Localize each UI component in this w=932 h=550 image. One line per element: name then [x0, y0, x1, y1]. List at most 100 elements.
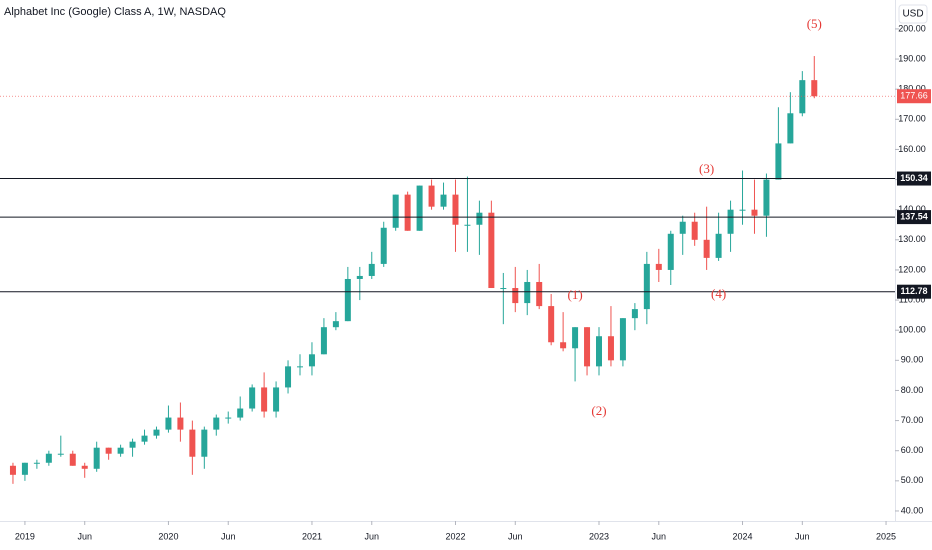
- candle-body: [57, 453, 64, 455]
- candle-body: [404, 194, 411, 231]
- candle-body: [93, 447, 100, 469]
- candle-body: [763, 179, 770, 216]
- candle-body: [213, 417, 220, 430]
- candle-body: [177, 417, 184, 430]
- candle-body: [392, 194, 399, 228]
- chart-title: Alphabet Inc (Google) Class A, 1W, NASDA…: [4, 6, 226, 18]
- candle-body: [225, 417, 232, 419]
- currency[interactable]: USD: [902, 9, 923, 20]
- y-tick-label: 170.00: [898, 114, 926, 124]
- candle-body: [273, 387, 280, 412]
- candle-body: [81, 465, 88, 469]
- x-tick-label: Jun: [795, 531, 810, 541]
- x-tick-label: 2024: [733, 531, 753, 541]
- candle-body: [715, 233, 722, 258]
- wave-label: (5): [807, 16, 822, 31]
- currency-box[interactable]: [898, 4, 928, 24]
- candle-body: [464, 224, 471, 226]
- y-tick-label: 90.00: [901, 355, 924, 365]
- candle-body: [739, 209, 746, 211]
- y-tick-label: 70.00: [901, 415, 924, 425]
- wave-label: (1): [567, 287, 582, 302]
- candle-body: [596, 336, 602, 367]
- candle-body: [584, 327, 591, 367]
- y-tick-label: 80.00: [901, 385, 924, 395]
- candle-body: [452, 194, 459, 225]
- x-tick-label: 2021: [302, 531, 322, 541]
- y-tick-label: 190.00: [898, 53, 926, 63]
- candle-body: [572, 327, 579, 349]
- x-tick-label: 2023: [589, 531, 609, 541]
- y-tick-label: 140.00: [898, 204, 926, 214]
- candle-body: [619, 318, 626, 361]
- last-price-bg: [897, 89, 931, 104]
- candle-body: [237, 408, 244, 418]
- candle-body: [548, 306, 555, 343]
- candle-body: [703, 239, 710, 258]
- y-tick-label: 50.00: [901, 475, 924, 485]
- candle-body: [691, 221, 698, 240]
- y-tick-label: 100.00: [898, 325, 926, 335]
- candle-body: [356, 275, 363, 279]
- candle-body: [476, 212, 483, 225]
- candle-body: [117, 447, 124, 454]
- x-tick-label: Jun: [77, 531, 92, 541]
- candle-body: [105, 447, 112, 454]
- y-tick-label: 40.00: [901, 505, 924, 515]
- candle-body: [440, 194, 447, 207]
- level-label-bg: [897, 210, 931, 225]
- candle-body: [679, 221, 686, 234]
- candle-body: [727, 209, 734, 234]
- candle-body: [811, 80, 818, 97]
- candle-body: [285, 366, 292, 388]
- level-label-bg: [897, 284, 931, 299]
- candle-body: [320, 327, 327, 355]
- candle-body: [655, 263, 662, 270]
- candle-body: [512, 288, 519, 304]
- candle-body: [129, 441, 136, 448]
- candle-body: [488, 212, 495, 289]
- level-label-bg: [897, 171, 931, 186]
- candle-body: [45, 453, 52, 463]
- candle-body: [536, 281, 543, 307]
- candle-body: [643, 263, 650, 310]
- candle-body: [261, 387, 268, 412]
- candle-body: [667, 233, 674, 270]
- candle-body: [524, 281, 531, 304]
- candle-body: [751, 209, 758, 216]
- candle-body: [368, 263, 375, 276]
- x-tick-label: 2025: [876, 531, 896, 541]
- wave-label: (2): [591, 403, 606, 418]
- y-tick-label: 180.00: [898, 84, 926, 94]
- candle-body: [775, 143, 782, 180]
- candle-body: [201, 429, 208, 457]
- candle-body: [332, 321, 339, 328]
- y-tick-label: 130.00: [898, 234, 926, 244]
- candle-body: [416, 185, 423, 231]
- candle-body: [380, 227, 387, 264]
- candle-body: [9, 465, 16, 475]
- candle-body: [33, 462, 40, 464]
- y-tick-label: 120.00: [898, 264, 926, 274]
- y-tick-label: 200.00: [898, 23, 926, 33]
- candle-body: [560, 342, 567, 349]
- candle-body: [799, 80, 806, 114]
- level-label: 137.54: [900, 211, 928, 221]
- last-price-label: 177.66: [900, 91, 928, 101]
- candle-body: [141, 435, 148, 442]
- y-tick-label: 110.00: [899, 294, 926, 304]
- y-tick-label: 60.00: [901, 445, 924, 455]
- candle-body: [153, 429, 160, 436]
- y-tick-label: 160.00: [898, 144, 926, 154]
- x-tick-label: 2020: [158, 531, 178, 541]
- x-tick-label: Jun: [365, 531, 380, 541]
- x-tick-label: Jun: [652, 531, 667, 541]
- wave-label: (3): [699, 161, 714, 176]
- candle-body: [21, 462, 28, 475]
- candle-body: [308, 354, 315, 367]
- candle-body: [500, 288, 507, 290]
- candle-body: [607, 336, 614, 361]
- x-tick-label: 2022: [445, 531, 465, 541]
